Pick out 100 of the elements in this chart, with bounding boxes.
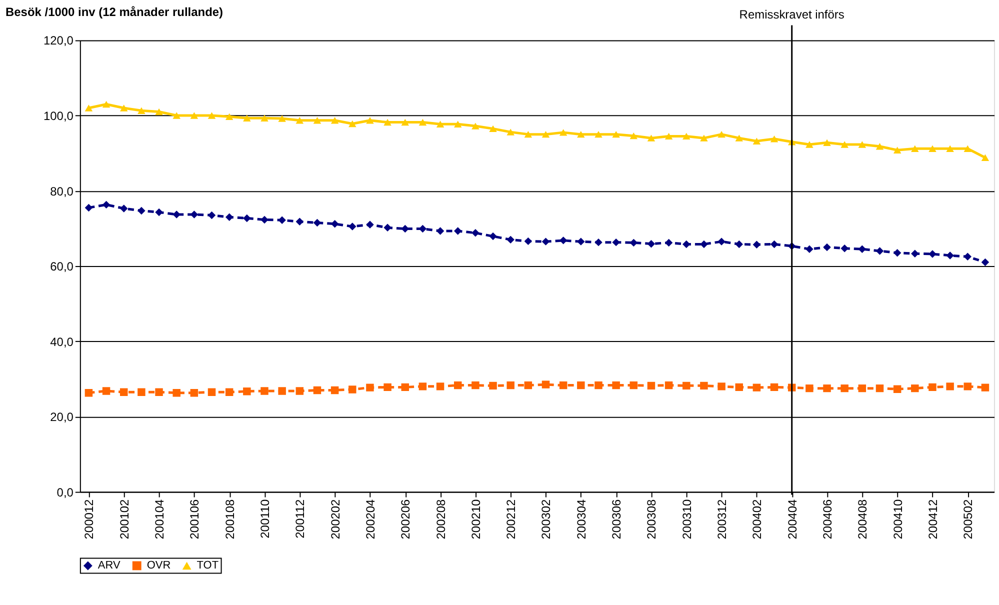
point bbox=[577, 130, 585, 138]
point bbox=[454, 120, 462, 128]
x-tick-label: 200102 bbox=[117, 498, 132, 540]
point bbox=[893, 385, 902, 393]
point bbox=[489, 125, 497, 132]
point bbox=[594, 130, 602, 138]
point bbox=[559, 381, 568, 390]
x-tick-label: 200208 bbox=[434, 498, 448, 540]
point bbox=[172, 112, 180, 119]
point bbox=[225, 213, 234, 221]
point bbox=[278, 216, 286, 224]
point bbox=[858, 141, 866, 148]
point bbox=[489, 232, 497, 240]
point bbox=[243, 114, 251, 122]
point bbox=[577, 238, 585, 246]
point bbox=[928, 383, 936, 392]
point bbox=[296, 218, 304, 226]
x-tick-label: 200212 bbox=[504, 498, 518, 540]
point bbox=[506, 236, 514, 244]
point bbox=[120, 204, 128, 212]
point bbox=[260, 216, 268, 224]
point bbox=[876, 143, 884, 150]
point bbox=[981, 154, 990, 162]
point bbox=[647, 134, 656, 142]
point bbox=[964, 382, 972, 390]
point bbox=[418, 118, 427, 126]
point bbox=[296, 387, 304, 395]
point bbox=[542, 130, 550, 138]
point bbox=[102, 387, 110, 395]
point bbox=[770, 383, 778, 392]
legend-label: TOT bbox=[196, 560, 219, 572]
ref-line-label: Remisskravet införs bbox=[739, 7, 844, 22]
point bbox=[225, 113, 234, 120]
point bbox=[243, 387, 251, 396]
point bbox=[384, 383, 392, 392]
point bbox=[260, 387, 268, 395]
x-tick-label: 200304 bbox=[574, 498, 588, 540]
point bbox=[155, 208, 163, 216]
point bbox=[454, 227, 462, 235]
point bbox=[647, 382, 656, 390]
point bbox=[858, 384, 866, 392]
point bbox=[102, 200, 110, 209]
point bbox=[278, 115, 286, 122]
point bbox=[524, 237, 532, 246]
point bbox=[630, 132, 638, 140]
point bbox=[384, 224, 392, 232]
point bbox=[735, 383, 743, 392]
y-tick-label: 80,0 bbox=[50, 184, 74, 198]
y-tick-label: 0,0 bbox=[56, 485, 74, 500]
point bbox=[348, 120, 356, 128]
point bbox=[700, 382, 708, 390]
point bbox=[155, 388, 163, 396]
point bbox=[664, 381, 673, 390]
point bbox=[330, 220, 339, 228]
point bbox=[752, 138, 761, 144]
point bbox=[313, 117, 322, 124]
x-tick-label: 200406 bbox=[820, 498, 835, 540]
point bbox=[770, 135, 778, 142]
point bbox=[893, 146, 902, 154]
point bbox=[700, 240, 708, 248]
point bbox=[559, 236, 568, 244]
point bbox=[806, 245, 814, 253]
point bbox=[506, 381, 514, 390]
point bbox=[401, 118, 409, 126]
point bbox=[735, 134, 743, 142]
point bbox=[664, 238, 673, 247]
point bbox=[172, 210, 180, 218]
point bbox=[911, 250, 919, 258]
point bbox=[454, 381, 462, 390]
point bbox=[823, 384, 831, 392]
point bbox=[682, 132, 690, 140]
point bbox=[946, 145, 954, 152]
point bbox=[524, 381, 532, 390]
point bbox=[172, 388, 180, 397]
x-tick-label: 200108 bbox=[222, 498, 237, 540]
point bbox=[612, 130, 620, 138]
point bbox=[348, 386, 356, 394]
point bbox=[594, 381, 602, 390]
point bbox=[330, 386, 339, 394]
x-tick-label: 200410 bbox=[890, 498, 905, 540]
point bbox=[946, 252, 954, 260]
x-tick-label: 200106 bbox=[188, 498, 202, 540]
point bbox=[155, 108, 163, 116]
point bbox=[366, 384, 374, 392]
x-tick-label: 200110 bbox=[258, 498, 272, 538]
x-tick-label: 200302 bbox=[539, 498, 554, 540]
point bbox=[981, 258, 990, 266]
point bbox=[911, 145, 919, 152]
point bbox=[472, 122, 480, 130]
point bbox=[84, 104, 93, 112]
point bbox=[84, 388, 93, 397]
point bbox=[208, 388, 216, 396]
x-tick-label: 200204 bbox=[363, 498, 378, 540]
point bbox=[208, 112, 216, 119]
point bbox=[559, 129, 568, 136]
point bbox=[718, 238, 726, 246]
point bbox=[682, 382, 690, 390]
x-tick-label: 200310 bbox=[680, 498, 694, 540]
x-tick-label: 200412 bbox=[926, 498, 940, 540]
point bbox=[401, 383, 409, 392]
